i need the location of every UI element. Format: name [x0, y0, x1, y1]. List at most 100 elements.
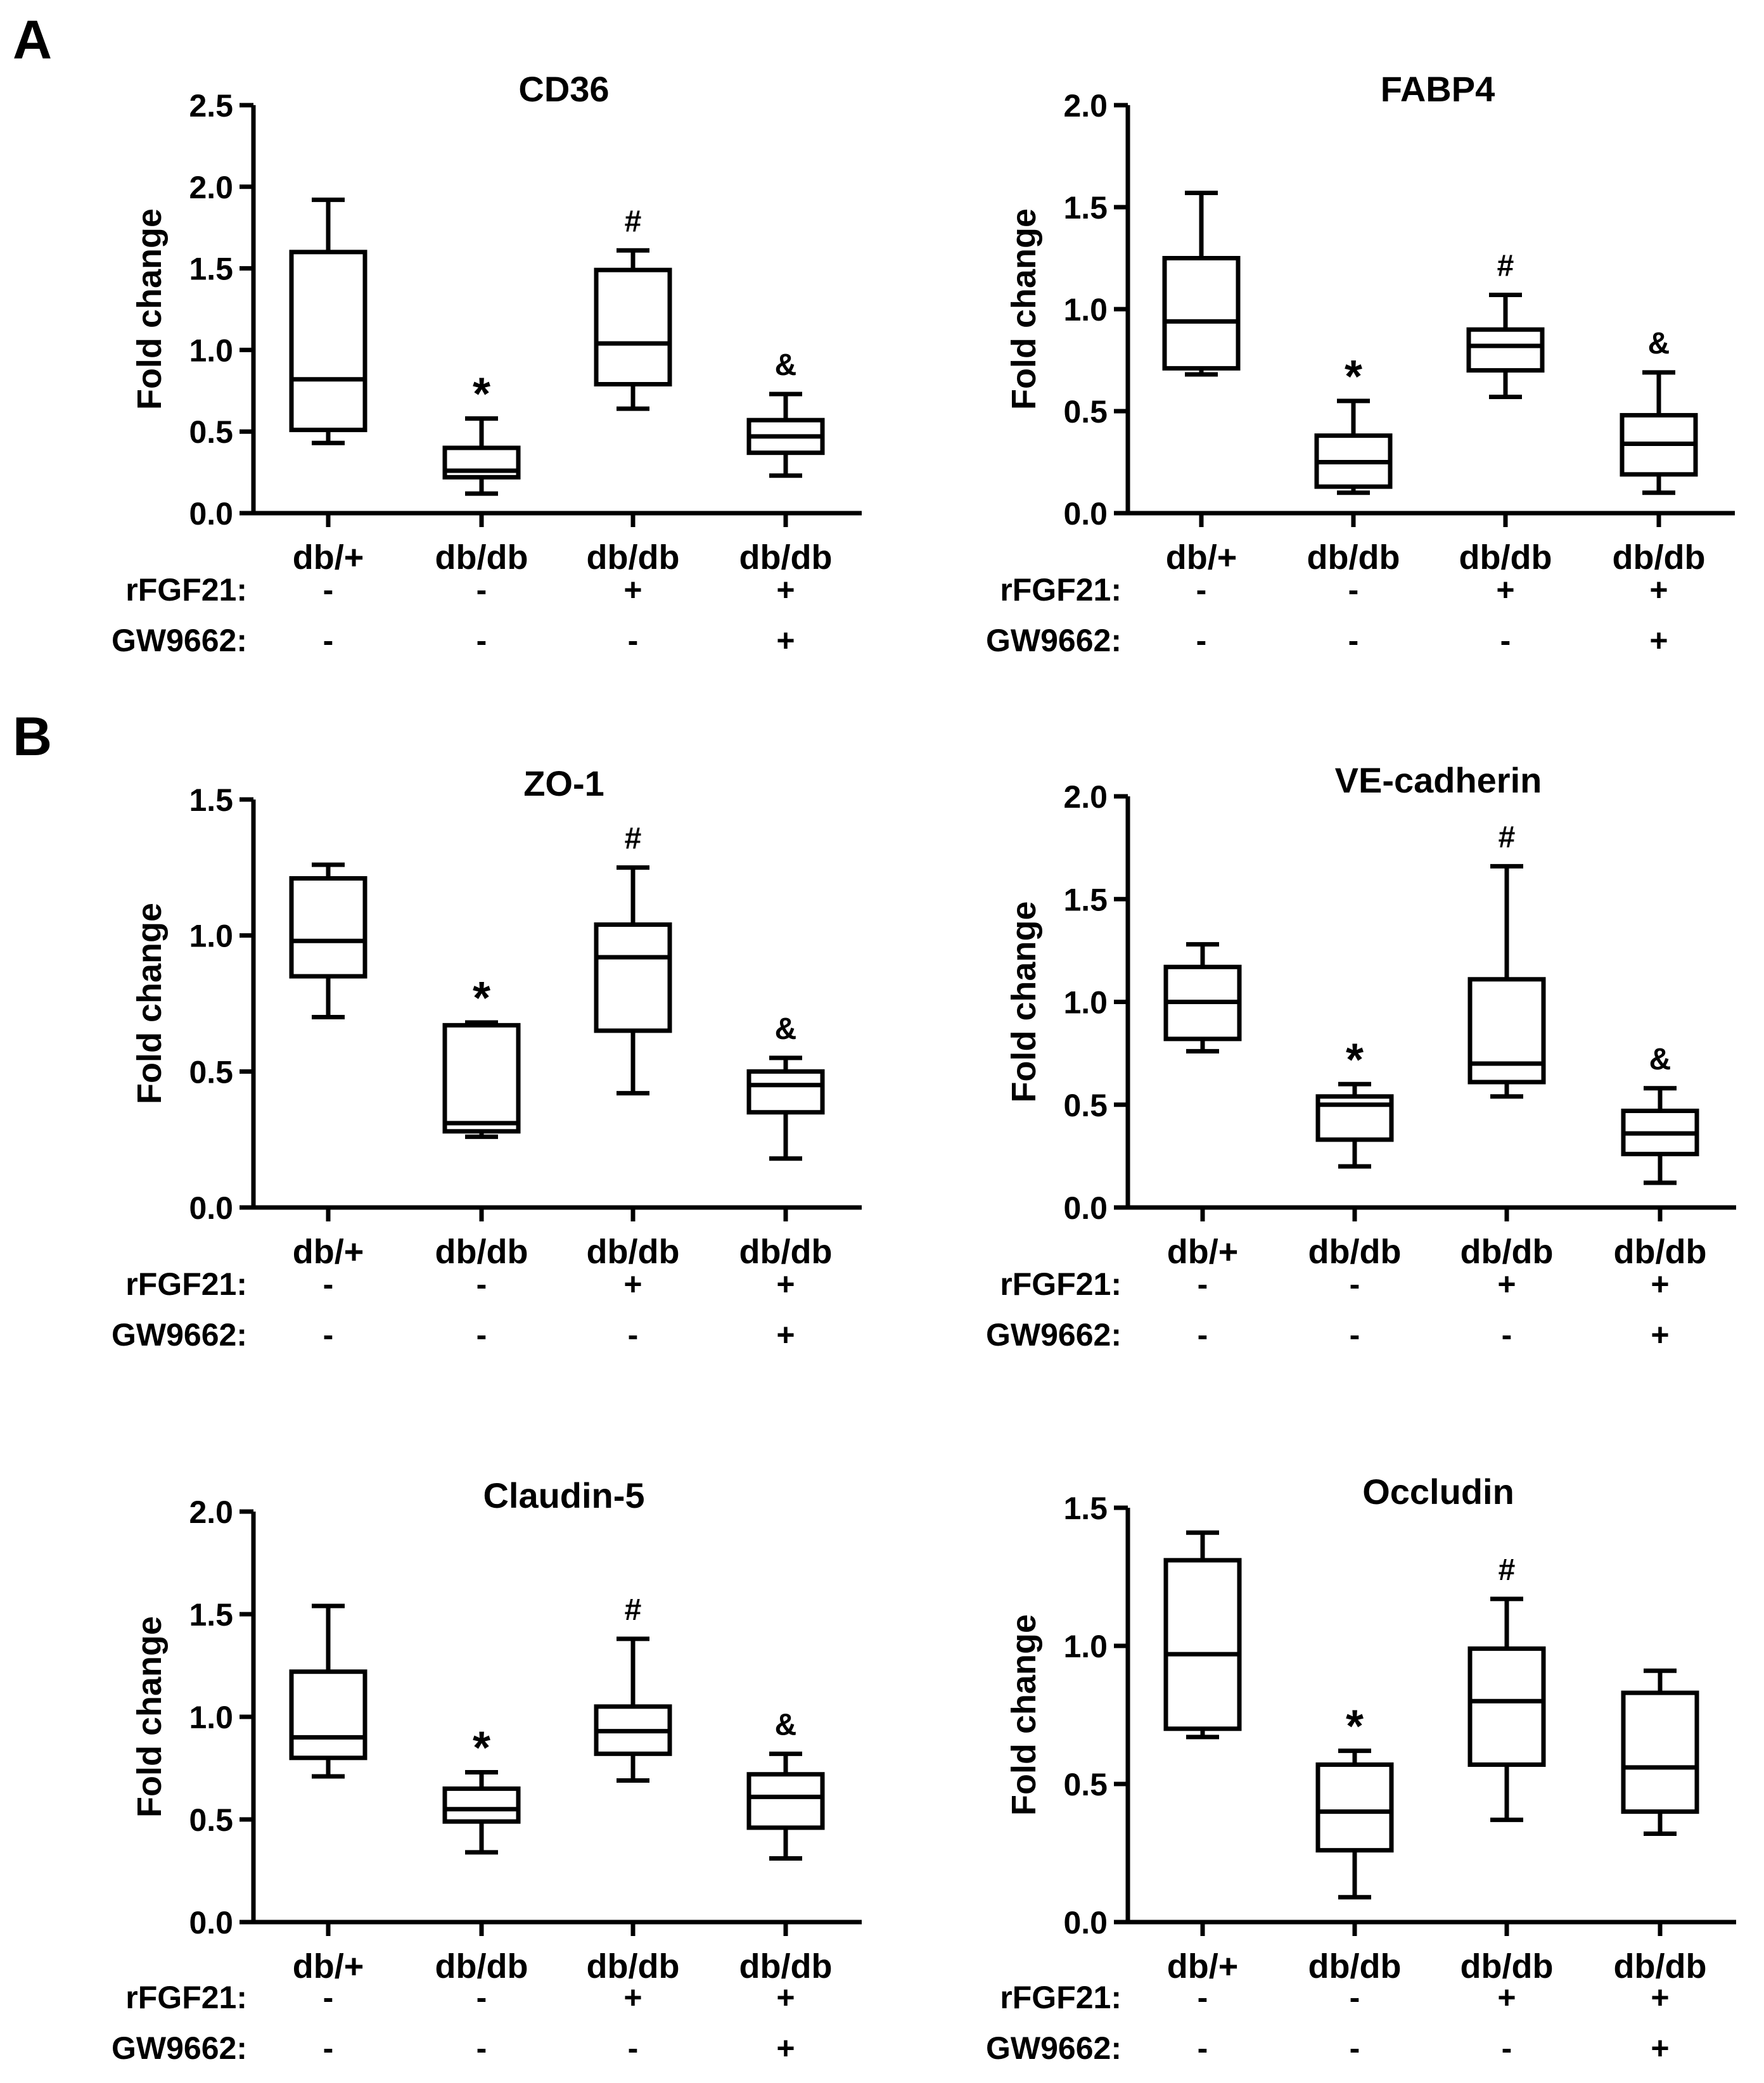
treatment-row-label-rfgf21: rFGF21:	[125, 1980, 247, 2015]
x-category-label: db/+	[1167, 1233, 1239, 1271]
box-plot-1	[289, 862, 368, 1019]
box-plot-1	[289, 1603, 368, 1779]
box-plot-4: &	[746, 1012, 825, 1161]
x-category-label: db/+	[293, 1233, 364, 1271]
y-tick-label: 0.5	[1063, 394, 1108, 430]
treatment-sign: +	[1651, 1980, 1669, 2015]
chart-title: Occludin	[1362, 1472, 1514, 1512]
chart-title: Claudin-5	[483, 1475, 644, 1515]
treatment-sign: -	[476, 1980, 487, 2015]
box-plot-3: #	[1467, 1553, 1546, 1823]
treatment-sign: -	[1500, 623, 1511, 658]
y-tick-label: 0.5	[1063, 1088, 1108, 1123]
treatment-row-label-rfgf21: rFGF21:	[1000, 1980, 1122, 2015]
iqr-box	[289, 250, 368, 433]
treatment-sign: -	[1502, 2030, 1512, 2066]
chart-title: FABP4	[1381, 69, 1495, 109]
treatment-sign: +	[776, 1317, 795, 1353]
significance-marker: #	[625, 822, 642, 855]
treatment-sign: -	[323, 1266, 334, 1302]
x-category-label: db/db	[587, 1947, 680, 1985]
y-axis-label: Fold change	[131, 1616, 169, 1818]
y-tick-label: 1.5	[1063, 1491, 1108, 1526]
chart-title: VE-cadherin	[1335, 760, 1542, 800]
box-plot-1	[1163, 1530, 1242, 1740]
treatment-sign: -	[1348, 572, 1359, 608]
x-category-label: db/+	[293, 1947, 364, 1985]
treatment-sign: -	[476, 623, 487, 658]
box-plot-1	[1163, 942, 1242, 1054]
treatment-sign: -	[323, 1317, 334, 1353]
y-tick-label: 2.0	[1063, 779, 1108, 815]
treatment-row-label-rfgf21: rFGF21:	[125, 1266, 247, 1302]
chart-ve-cadherin: VE-cadherin Fold change 0.0 0.5 1.0 1.5 2.0 db/…	[986, 760, 1736, 1353]
y-tick-label: 1.5	[1063, 882, 1108, 917]
y-axis-label: Fold change	[1005, 901, 1043, 1102]
x-category-label: db/db	[1307, 538, 1400, 576]
y-tick-label: 0.0	[189, 496, 233, 532]
treatment-row-label-gw9662: GW9662:	[986, 1317, 1122, 1353]
chart-claudin-5: Claudin-5 Fold change 0.0 0.5 1.0 1.5 2.0 db/+ d…	[112, 1475, 862, 2066]
y-tick-label: 1.0	[189, 1700, 233, 1735]
iqr-box	[442, 1022, 521, 1134]
box-plot-1	[1162, 190, 1241, 377]
y-tick-label: 0.0	[1063, 1190, 1108, 1226]
treatment-sign: +	[623, 1266, 642, 1302]
treatment-sign: +	[1649, 572, 1668, 608]
y-axis-label: Fold change	[131, 208, 169, 410]
treatment-sign: +	[1497, 1980, 1516, 2015]
chart-fabp4: FABP4 Fold change 0.0 0.5 1.0 1.5 2.0 db/+ db/db…	[986, 69, 1735, 658]
treatment-sign: -	[1350, 1317, 1360, 1353]
x-category-label: db/db	[435, 1947, 528, 1985]
x-category-label: db/db	[435, 1233, 528, 1271]
treatment-sign: +	[1651, 2030, 1669, 2066]
iqr-box	[1162, 256, 1241, 371]
chart-title: CD36	[518, 69, 609, 109]
significance-marker: #	[625, 205, 642, 238]
treatment-row-label-gw9662: GW9662:	[112, 623, 247, 658]
box-plot-2: *	[442, 369, 521, 496]
y-tick-label: 1.0	[1063, 1629, 1108, 1664]
treatment-sign: -	[628, 2030, 639, 2066]
treatment-sign: -	[1198, 1317, 1208, 1353]
treatment-sign: -	[1350, 1266, 1360, 1302]
chart-cd36: CD36 Fold change 0.0 0.5 1.0 1.5 2.0 2.5 db/+ db/…	[112, 69, 862, 658]
x-category-label: db/db	[739, 1233, 833, 1271]
x-category-label: db/+	[1167, 1947, 1239, 1985]
treatment-sign: -	[1198, 1266, 1208, 1302]
x-category-label: db/db	[1614, 1233, 1707, 1271]
treatment-sign: -	[1198, 2030, 1208, 2066]
treatment-sign: +	[776, 623, 795, 658]
x-category-label: db/db	[1614, 1947, 1707, 1985]
y-tick-label: 1.5	[1063, 190, 1108, 226]
iqr-box	[594, 267, 672, 386]
box-plot-4: &	[1621, 1043, 1699, 1185]
box-plot-3: #	[1467, 820, 1546, 1099]
significance-marker: #	[1499, 1553, 1516, 1587]
treatment-sign: +	[776, 1266, 795, 1302]
y-tick-label: 2.5	[189, 88, 233, 124]
significance-marker: &	[1649, 1043, 1671, 1076]
box-plot-3: #	[594, 822, 672, 1096]
chart-title: ZO-1	[523, 763, 604, 803]
box-plot-3: #	[594, 205, 672, 411]
x-category-label: db/db	[587, 1233, 680, 1271]
x-category-label: db/db	[1459, 538, 1552, 576]
y-tick-label: 2.0	[189, 170, 233, 205]
iqr-box	[289, 1669, 368, 1761]
box-plot-2: *	[1314, 352, 1393, 495]
treatment-sign: +	[1496, 572, 1514, 608]
significance-marker: *	[473, 973, 490, 1024]
x-category-label: db/db	[435, 538, 528, 576]
treatment-sign: -	[476, 1317, 487, 1353]
y-tick-label: 1.5	[189, 1597, 233, 1633]
significance-marker: *	[473, 369, 490, 420]
y-tick-label: 1.0	[189, 333, 233, 368]
box-plot-2: *	[1315, 1702, 1394, 1900]
significance-marker: *	[1345, 352, 1362, 402]
iqr-box	[1315, 1762, 1394, 1853]
treatment-sign: -	[323, 623, 334, 658]
x-category-label: db/db	[1308, 1947, 1402, 1985]
significance-marker: #	[1499, 820, 1516, 854]
